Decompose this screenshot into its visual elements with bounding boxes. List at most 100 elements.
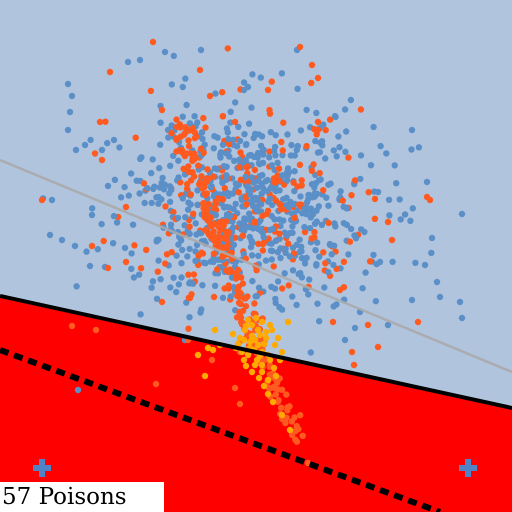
blue-point (223, 125, 231, 132)
blue-point (110, 136, 118, 144)
orange-point (371, 215, 379, 222)
blue-point (285, 169, 293, 176)
poison-point (258, 368, 266, 376)
blue-point (153, 238, 160, 245)
orange-point (364, 321, 372, 329)
blue-point (83, 248, 90, 255)
blue-point (325, 202, 332, 209)
orange-point (268, 78, 275, 85)
blue-point (87, 136, 94, 144)
blue-point (428, 249, 435, 257)
blue-point (66, 108, 74, 116)
orange-streak-point (180, 131, 188, 138)
blue-point (279, 152, 286, 159)
orange-point (310, 161, 317, 168)
orange-point (225, 140, 233, 148)
blue-point (325, 268, 332, 276)
blue-point (297, 127, 305, 134)
blue-point (199, 282, 206, 289)
orange-point (122, 258, 130, 266)
orange-point (301, 228, 309, 236)
orange-point (275, 165, 283, 172)
blue-point (232, 200, 239, 208)
orange-point (195, 252, 202, 259)
orange-streak-point (178, 146, 186, 154)
blue-point (289, 293, 296, 300)
orange-streak-point (197, 145, 205, 152)
blue-point (219, 141, 227, 148)
blue-point (136, 56, 144, 64)
orange-point (314, 74, 322, 82)
orange-streak-point (215, 195, 222, 202)
blue-point (332, 223, 339, 230)
blue-point (235, 181, 242, 188)
blue-point (240, 79, 248, 86)
blue-point (370, 251, 377, 259)
poison-point (264, 390, 272, 398)
blue-point (272, 132, 279, 139)
blue-point (257, 74, 264, 81)
blue-point (210, 145, 217, 152)
blue-point (149, 278, 157, 285)
orange-point (96, 118, 104, 126)
poison-point (246, 338, 254, 346)
blue-point (260, 151, 267, 158)
blue-point (313, 218, 320, 225)
blue-point (238, 226, 245, 233)
blue-point (268, 240, 275, 247)
blue-point (251, 153, 258, 160)
blue-point (89, 205, 96, 212)
blue-point (128, 265, 135, 272)
blue-point (230, 136, 237, 143)
blue-point (296, 236, 303, 243)
orange-point (320, 187, 327, 194)
blue-point (341, 106, 349, 113)
orange-streak-point (236, 308, 243, 316)
blue-point (232, 99, 239, 106)
blue-point (264, 176, 271, 184)
blue-point (248, 104, 255, 111)
blue-point (246, 233, 253, 241)
blue-point (155, 257, 162, 264)
orange-point (38, 196, 46, 204)
orange-streak-point (277, 404, 285, 411)
blue-point (187, 201, 194, 208)
blue-point (408, 126, 416, 134)
blue-point (104, 182, 112, 190)
blue-point (347, 96, 355, 104)
orange-streak-point (236, 289, 244, 296)
blue-point (367, 162, 375, 169)
blue-point (374, 188, 382, 196)
orange-streak-point (187, 191, 194, 198)
orange-streak-point (223, 244, 231, 251)
blue-point (81, 141, 89, 149)
blue-point (254, 197, 261, 204)
blue-point (335, 133, 342, 140)
blue-point (393, 180, 400, 187)
blue-point (182, 214, 189, 221)
blue-point (157, 141, 164, 148)
orange-point (243, 164, 250, 171)
orange-point (346, 238, 354, 245)
blue-point (341, 336, 349, 344)
poison-point (269, 398, 277, 406)
orange-point (158, 106, 166, 114)
poison-point (251, 361, 259, 369)
orange-streak-point (240, 295, 248, 302)
blue-point (98, 146, 106, 154)
orange-streak-point (190, 173, 198, 180)
blue-point (250, 134, 257, 142)
blue-point (370, 123, 377, 131)
blue-point (298, 274, 306, 281)
orange-streak-point (191, 134, 199, 142)
blue-point (289, 267, 297, 274)
blue-point (130, 274, 138, 281)
blue-point (214, 166, 221, 173)
blue-point (48, 196, 56, 204)
orange-streak-point (212, 221, 219, 228)
orange-point (308, 79, 315, 87)
orange-streak-point (203, 190, 210, 197)
blue-point (343, 205, 350, 212)
blue-point (110, 212, 118, 220)
